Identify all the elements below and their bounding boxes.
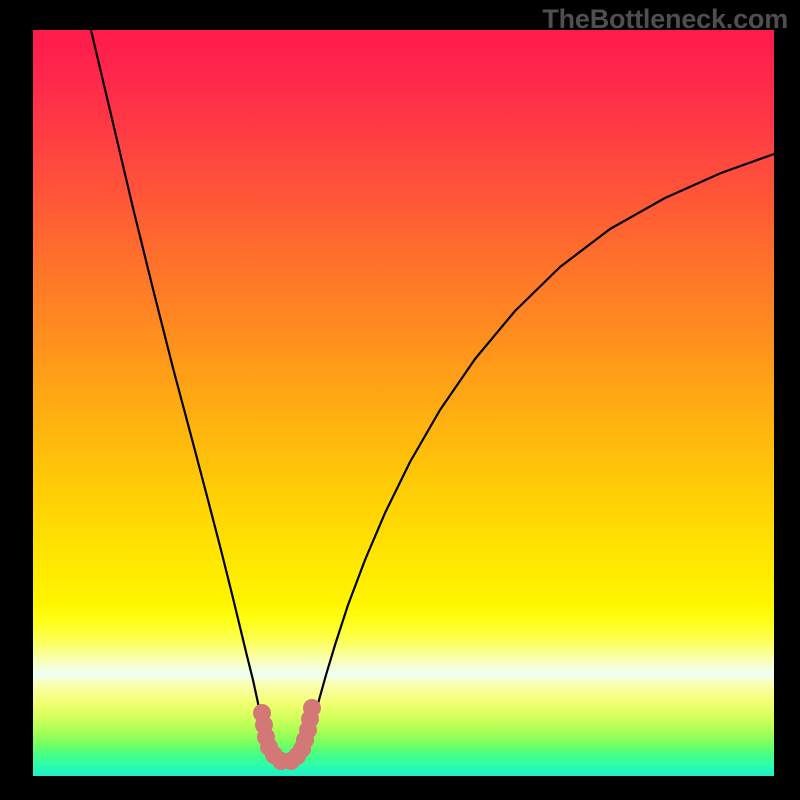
curve-marker <box>303 699 321 717</box>
watermark-text: TheBottleneck.com <box>542 4 788 35</box>
chart-canvas: TheBottleneck.com <box>0 0 800 800</box>
plot-area <box>33 30 774 776</box>
gradient-background <box>33 30 774 776</box>
